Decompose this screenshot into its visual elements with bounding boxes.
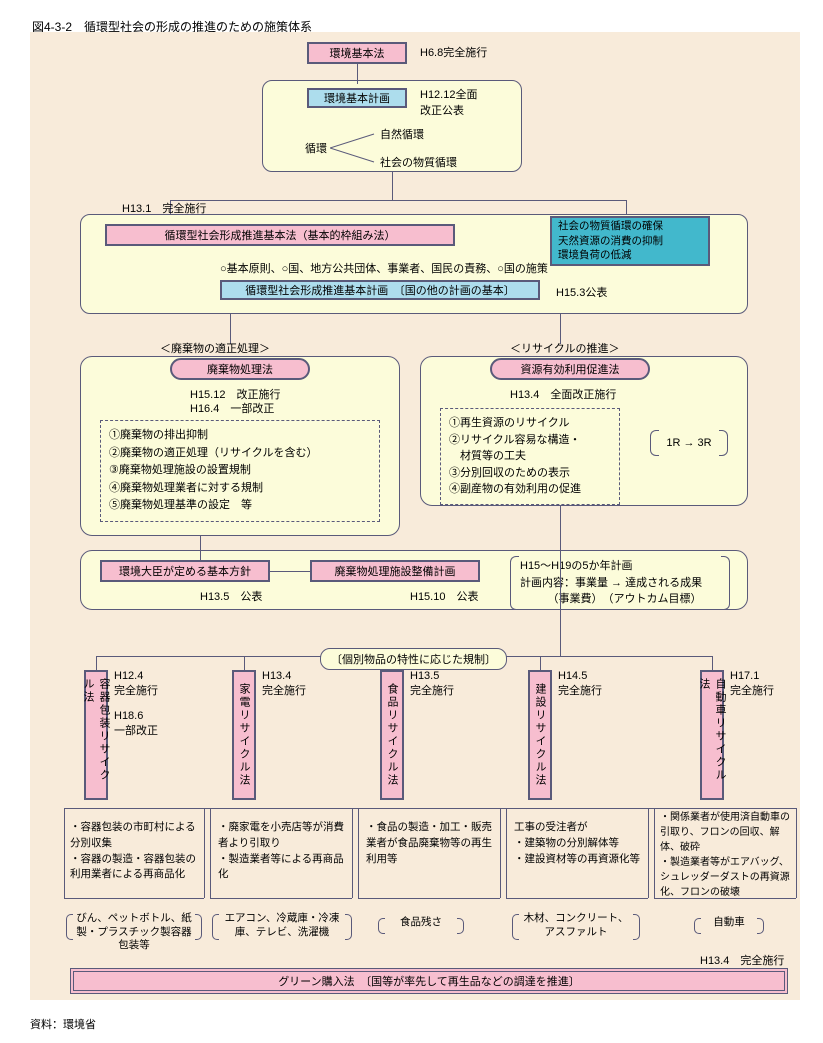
law-3: 食品リサイクル法 xyxy=(380,670,404,800)
policy-note: H13.5 公表 xyxy=(200,588,262,604)
law-1: 容器包装リサイクル法 xyxy=(84,670,108,800)
law-4-desc: 工事の受注者が ・建築物の分別解体等 ・建設資材等の再資源化等 xyxy=(514,820,644,867)
fw-cyan: 社会の物質循環の確保 天然資源の消費の抑制 環境負荷の低減 xyxy=(550,216,710,266)
branch-lines xyxy=(330,128,380,168)
env-basic-plan-note: H12.12全面 改正公表 xyxy=(420,86,477,118)
fw-principle: ○基本原則、○国、地方公共団体、事業者、国民の責務、○国の施策 xyxy=(220,260,548,276)
cycle-word: 循環 xyxy=(305,140,327,156)
law-2-desc: ・廃家電を小売店等が消費者より引取り ・製造業者等による再商品化 xyxy=(218,820,348,883)
fw-plan-note: H15.3公表 xyxy=(556,284,607,300)
cycle-a: 自然循環 xyxy=(380,126,424,142)
policy-box: 環境大臣が定める基本方針 xyxy=(100,560,270,582)
law-2-mat: エアコン、冷蔵庫・冷凍庫、テレビ、洗濯機 xyxy=(220,912,344,942)
law-1-desc: ・容器包装の市町村による分別収集 ・容器の製造・容器包装の利用業者による再商品化 xyxy=(70,820,200,883)
env-basic-plan: 環境基本計画 xyxy=(307,88,407,108)
env-basic-law-note: H6.8完全施行 xyxy=(420,44,487,60)
right-law: 資源有効利用促進法 xyxy=(490,358,650,380)
right-header: ＜リサイクルの推進＞ xyxy=(510,340,619,356)
law-2: 家電リサイクル法 xyxy=(232,670,256,800)
law-4: 建設リサイクル法 xyxy=(528,670,552,800)
env-basic-law: 環境基本法 xyxy=(307,42,407,64)
law-5-desc: ・関係業者が使用済自動車の引取り、フロンの回収、解体、破砕 ・製造業者等がエアバ… xyxy=(660,810,792,900)
left-sub2: H16.4 一部改正 xyxy=(190,400,274,416)
left-items: ①廃棄物の排出抑制 ②廃棄物の適正処理（リサイクルを含む） ③廃棄物処理施設の設… xyxy=(100,420,380,522)
fw-plan: 循環型社会形成推進基本計画 〔国の他の計画の基本〕 xyxy=(220,280,540,300)
cycle-b: 社会の物質循環 xyxy=(380,154,457,170)
diagram-root: 図4-3-2 循環型社会の形成の推進のための施策体系 環境基本法 H6.8完全施… xyxy=(0,0,823,1043)
law-1-mat: びん、ペットボトル、紙製・プラスチック製容器包装等 xyxy=(74,912,194,942)
left-header: ＜廃棄物の適正処理＞ xyxy=(160,340,270,356)
law-3-desc: ・食品の製造・加工・販売業者が食品廃棄物等の再生利用等 xyxy=(366,820,496,867)
green-law: グリーン購入法 〔国等が率先して再生品などの調達を推進〕 xyxy=(70,968,788,994)
fw-law: 循環型社会形成推進基本法（基本的枠組み法） xyxy=(105,224,455,246)
facility-note: H15.10 公表 xyxy=(410,588,478,604)
law-5: 自動車リサイクル法 xyxy=(700,670,724,800)
law-5-mat: 自動車 xyxy=(702,916,756,936)
facility-box: 廃棄物処理施設整備計画 xyxy=(310,560,480,582)
source: 資料：環境省 xyxy=(30,1016,96,1032)
left-law: 廃棄物処理法 xyxy=(170,358,310,380)
plan-detail: H15～H19の5か年計画 計画内容：事業量 → 達成される成果 （事業費） （… xyxy=(520,556,720,610)
right-sub: H13.4 全面改正施行 xyxy=(510,386,616,402)
specific-header: 〔個別物品の特性に応じた規制〕 xyxy=(320,648,507,670)
right-items: ①再生資源のリサイクル ②リサイクル容易な構造・ 材質等の工夫 ③分別回収のため… xyxy=(440,408,620,505)
green-note: H13.4 完全施行 xyxy=(700,952,784,968)
r3: 1R → 3R xyxy=(660,430,718,456)
law-4-mat: 木材、コンクリート、アスファルト xyxy=(520,912,632,942)
law-3-mat: 食品残さ xyxy=(386,916,456,936)
